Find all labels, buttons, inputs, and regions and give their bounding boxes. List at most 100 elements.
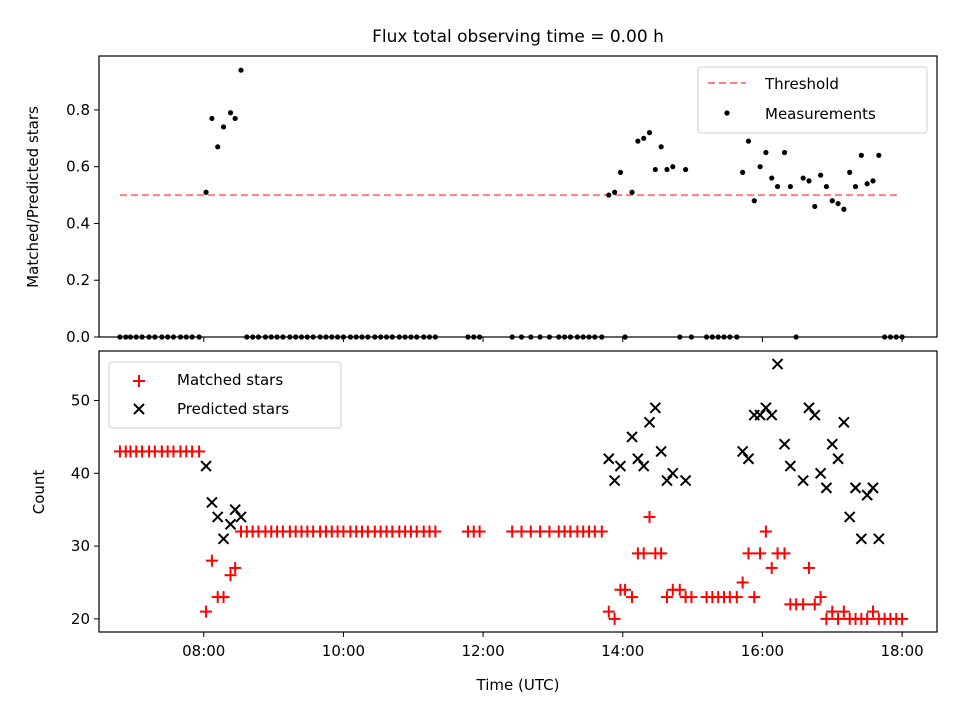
measurement-point	[841, 206, 847, 212]
bottom-x-axis-ticks: 08:00 10:00 12:00 14:00 16:00 18:00	[182, 632, 924, 660]
predicted-stars-point	[844, 511, 856, 523]
predicted-stars-point	[814, 467, 827, 480]
matched-stars-point	[896, 612, 909, 625]
matched-stars-point	[754, 547, 767, 560]
matched-stars-point	[837, 605, 850, 618]
top-panel: 0.00.20.40.60.8 Matched/Predicted stars …	[24, 55, 938, 346]
top-y-axis-label: Matched/Predicted stars	[24, 106, 42, 288]
matched-stars-point	[473, 525, 486, 538]
x-tick-label: 16:00	[741, 642, 784, 660]
predicted-stars-point	[867, 482, 879, 494]
measurement-point	[829, 198, 835, 204]
matched-stars-point	[808, 598, 821, 611]
matched-stars-point	[765, 561, 778, 574]
predicted-stars-point	[742, 453, 755, 465]
measurement-point	[769, 175, 775, 181]
predicted-stars-point	[861, 489, 873, 501]
bottom-y-axis-ticks: 20 30 40 50	[71, 392, 99, 628]
matched-stars-point	[643, 510, 656, 523]
matched-stars-point	[736, 576, 749, 589]
predicted-stars-point	[235, 511, 247, 523]
predicted-stars-point	[608, 474, 621, 487]
top-plot-frame	[98, 55, 938, 338]
predicted-stars-point	[212, 511, 224, 523]
measurement-point	[652, 166, 658, 173]
predicted-stars-point	[667, 467, 679, 480]
measurement-point	[745, 138, 752, 144]
bottom-y-axis-label: Count	[30, 470, 48, 515]
y-tick-label: 40	[71, 464, 90, 482]
measurement-point	[227, 110, 234, 116]
top-legend-box	[697, 66, 928, 134]
top-y-axis-ticks: 0.0 0.2 0.4 0.6 0.8	[66, 101, 99, 346]
measurement-point	[635, 138, 641, 144]
measurement-point	[852, 183, 859, 190]
measurement-point	[835, 200, 841, 207]
predicted-stars-point	[754, 409, 766, 421]
matched-stars-point	[660, 591, 673, 604]
measurement-point	[858, 152, 864, 158]
measurement-point	[641, 135, 647, 141]
matched-stars-point	[802, 561, 815, 574]
y-tick-label: 0.8	[66, 101, 90, 119]
y-tick-label: 0.4	[66, 214, 90, 232]
measurement-point	[864, 181, 870, 187]
matched-stars-point	[826, 605, 839, 618]
matched-stars-point	[205, 554, 218, 567]
matched-stars-point	[748, 591, 761, 604]
matched-stars-point	[797, 598, 810, 611]
measurement-point	[774, 183, 781, 190]
measurement-point	[612, 189, 618, 195]
predicted-stars-point	[626, 431, 638, 443]
matched-stars-point	[200, 605, 213, 618]
matched-stars-point	[595, 525, 608, 538]
measurement-point	[658, 144, 664, 150]
top-legend: Threshold Measurements	[697, 66, 928, 134]
matched-stars-point	[224, 569, 237, 582]
matched-stars-point	[429, 525, 442, 538]
predicted-stars-point	[632, 453, 644, 465]
measurement-point	[806, 178, 812, 184]
x-tick-label: 10:00	[322, 642, 365, 660]
y-tick-label: 20	[71, 610, 90, 628]
x-tick-label: 14:00	[601, 642, 644, 660]
y-tick-label: 0.2	[66, 271, 90, 289]
predicted-stars-point	[797, 474, 809, 487]
matched-stars-point	[685, 591, 698, 604]
matched-stars-point	[608, 612, 621, 625]
measurement-point	[232, 115, 238, 122]
predicted-stars-point	[771, 358, 784, 370]
predicted-stars-point	[200, 460, 212, 472]
predicted-stars-point	[224, 518, 237, 530]
predicted-stars-point	[649, 402, 662, 414]
predicted-stars-point	[217, 533, 230, 545]
predicted-stars-point	[855, 533, 868, 545]
predicted-stars-point	[826, 438, 838, 450]
bottom-legend-box	[108, 361, 342, 429]
threshold-legend-label: Threshold	[764, 75, 839, 93]
measurement-point	[751, 198, 757, 204]
predicted-stars-point	[849, 482, 862, 494]
measurement-point	[870, 178, 876, 184]
measurement-point	[203, 189, 209, 195]
measurement-point	[664, 166, 670, 173]
y-tick-label: 50	[71, 392, 90, 410]
measurements-legend-swatch	[724, 110, 730, 116]
predicted-stars-point	[784, 460, 797, 472]
measurement-point	[847, 169, 853, 175]
matched-stars-point	[832, 612, 845, 625]
predicted-stars-point	[206, 496, 218, 509]
predicted-stars-point	[736, 445, 749, 458]
predicted-stars-point	[809, 409, 821, 421]
predicted-stars-point	[655, 445, 667, 458]
predicted-stars-point	[637, 460, 650, 472]
predicted-stars-point	[766, 409, 778, 421]
matched-stars-point	[730, 591, 743, 604]
x-tick-label: 18:00	[880, 642, 923, 660]
predicted-stars-point	[873, 533, 885, 545]
measurement-point	[740, 169, 746, 175]
matched-legend-swatch	[133, 375, 145, 387]
measurement-point	[757, 164, 763, 170]
